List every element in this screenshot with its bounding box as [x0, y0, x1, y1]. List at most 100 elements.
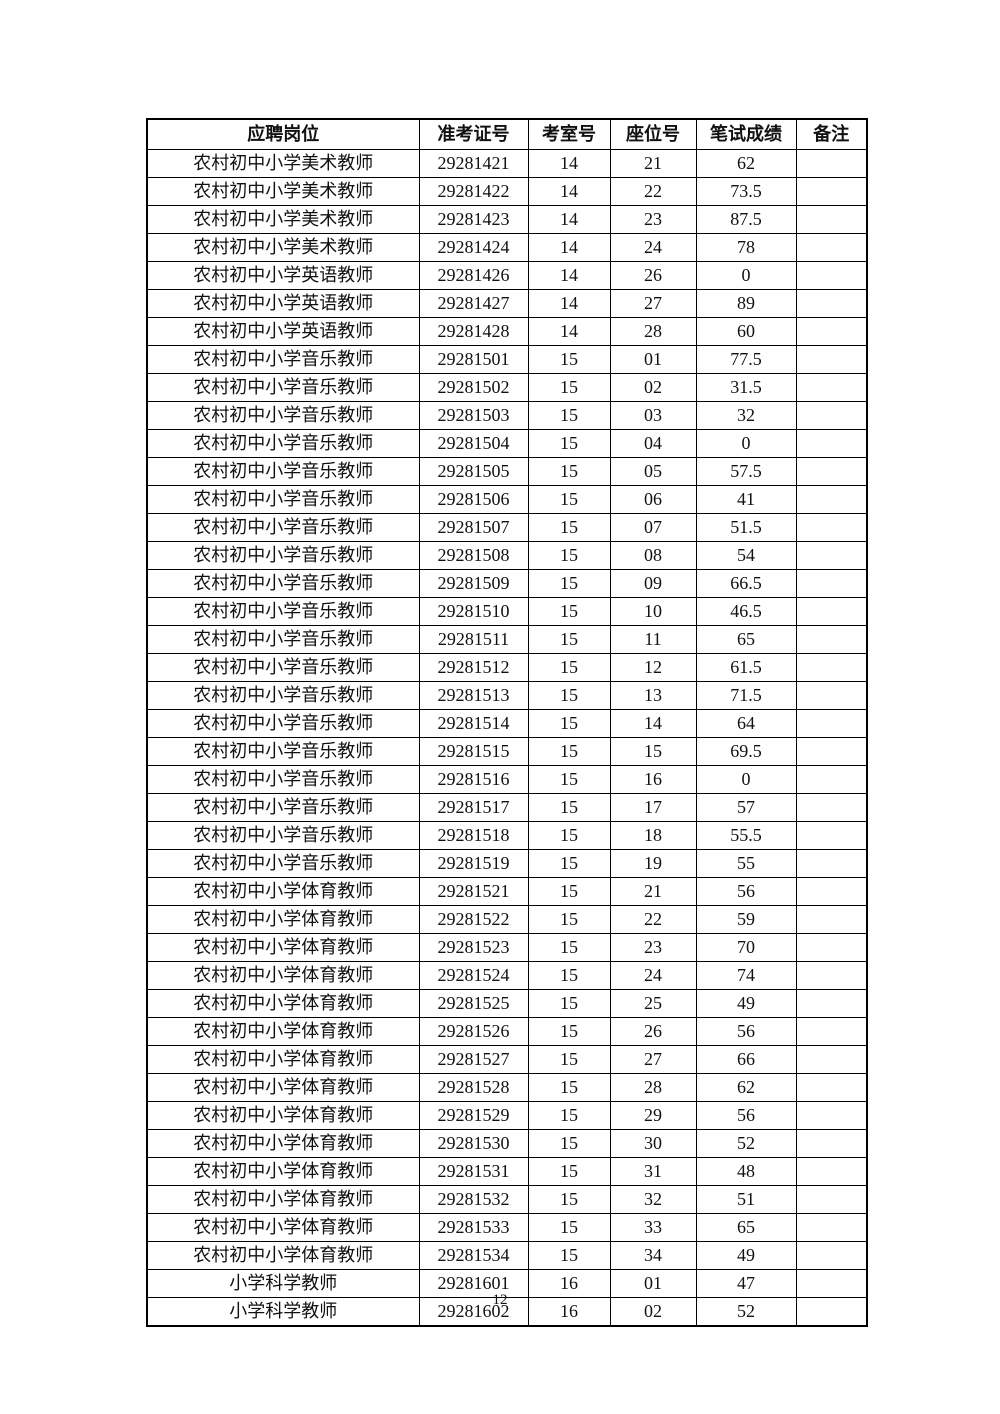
cell-room-number: 14 [527, 177, 611, 206]
cell-ticket-number: 29281507 [418, 513, 529, 542]
cell-position: 农村初中小学音乐教师 [146, 681, 420, 710]
cell-written-score: 48 [695, 1157, 797, 1186]
cell-ticket-number: 29281513 [418, 681, 529, 710]
table-row: 农村初中小学音乐教师 29281517 15 17 57 [146, 793, 868, 822]
cell-remarks [795, 569, 868, 598]
cell-room-number: 15 [527, 485, 611, 514]
cell-written-score: 66 [695, 1045, 797, 1074]
cell-ticket-number: 29281533 [418, 1213, 529, 1242]
cell-written-score: 0 [695, 429, 797, 458]
cell-ticket-number: 29281509 [418, 569, 529, 598]
table-row: 农村初中小学美术教师 29281421 14 21 62 [146, 149, 868, 178]
cell-position: 农村初中小学体育教师 [146, 1017, 420, 1046]
cell-written-score: 60 [695, 317, 797, 346]
cell-written-score: 64 [695, 709, 797, 738]
table-row: 农村初中小学体育教师 29281524 15 24 74 [146, 961, 868, 990]
cell-position: 农村初中小学体育教师 [146, 1045, 420, 1074]
cell-written-score: 55 [695, 849, 797, 878]
cell-position: 农村初中小学体育教师 [146, 1241, 420, 1270]
table-row: 农村初中小学音乐教师 29281512 15 12 61.5 [146, 653, 868, 682]
cell-remarks [795, 1297, 868, 1327]
cell-ticket-number: 29281516 [418, 765, 529, 794]
cell-written-score: 51 [695, 1185, 797, 1214]
cell-room-number: 14 [527, 317, 611, 346]
cell-seat-number: 24 [609, 233, 697, 262]
cell-remarks [795, 345, 868, 374]
cell-ticket-number: 29281517 [418, 793, 529, 822]
cell-remarks [795, 429, 868, 458]
table-row: 农村初中小学英语教师 29281426 14 26 0 [146, 261, 868, 290]
table-row: 农村初中小学体育教师 29281522 15 22 59 [146, 905, 868, 934]
cell-remarks [795, 793, 868, 822]
cell-ticket-number: 29281423 [418, 205, 529, 234]
cell-remarks [795, 737, 868, 766]
cell-ticket-number: 29281514 [418, 709, 529, 738]
cell-written-score: 41 [695, 485, 797, 514]
cell-room-number: 15 [527, 401, 611, 430]
cell-room-number: 14 [527, 149, 611, 178]
table-row: 农村初中小学体育教师 29281531 15 31 48 [146, 1157, 868, 1186]
cell-ticket-number: 29281428 [418, 317, 529, 346]
cell-ticket-number: 29281530 [418, 1129, 529, 1158]
cell-written-score: 69.5 [695, 737, 797, 766]
cell-written-score: 59 [695, 905, 797, 934]
cell-remarks [795, 877, 868, 906]
table-row: 农村初中小学体育教师 29281527 15 27 66 [146, 1045, 868, 1074]
cell-position: 农村初中小学音乐教师 [146, 737, 420, 766]
cell-position: 农村初中小学美术教师 [146, 233, 420, 262]
col-header-seat-number: 座位号 [609, 118, 697, 150]
cell-written-score: 74 [695, 961, 797, 990]
cell-remarks [795, 1045, 868, 1074]
table-row: 农村初中小学美术教师 29281422 14 22 73.5 [146, 177, 868, 206]
cell-position: 农村初中小学音乐教师 [146, 485, 420, 514]
cell-ticket-number: 29281422 [418, 177, 529, 206]
cell-position: 农村初中小学音乐教师 [146, 653, 420, 682]
cell-written-score: 57.5 [695, 457, 797, 486]
cell-seat-number: 12 [609, 653, 697, 682]
page-number: 12 [492, 1292, 508, 1308]
table-row: 农村初中小学音乐教师 29281502 15 02 31.5 [146, 373, 868, 402]
table-row: 农村初中小学体育教师 29281532 15 32 51 [146, 1185, 868, 1214]
cell-room-number: 15 [527, 625, 611, 654]
cell-written-score: 66.5 [695, 569, 797, 598]
cell-written-score: 52 [695, 1297, 797, 1327]
table-row: 农村初中小学音乐教师 29281514 15 14 64 [146, 709, 868, 738]
cell-ticket-number: 29281510 [418, 597, 529, 626]
table-row: 农村初中小学美术教师 29281424 14 24 78 [146, 233, 868, 262]
table-row: 农村初中小学体育教师 29281534 15 34 49 [146, 1241, 868, 1270]
table-row: 农村初中小学体育教师 29281523 15 23 70 [146, 933, 868, 962]
cell-room-number: 15 [527, 373, 611, 402]
cell-position: 农村初中小学体育教师 [146, 905, 420, 934]
cell-remarks [795, 989, 868, 1018]
cell-remarks [795, 513, 868, 542]
cell-written-score: 0 [695, 765, 797, 794]
cell-seat-number: 02 [609, 1297, 697, 1327]
cell-room-number: 14 [527, 205, 611, 234]
cell-position: 农村初中小学音乐教师 [146, 821, 420, 850]
cell-seat-number: 27 [609, 289, 697, 318]
cell-room-number: 15 [527, 681, 611, 710]
cell-seat-number: 13 [609, 681, 697, 710]
cell-remarks [795, 681, 868, 710]
table-row: 农村初中小学音乐教师 29281508 15 08 54 [146, 541, 868, 570]
cell-room-number: 15 [527, 905, 611, 934]
cell-seat-number: 21 [609, 877, 697, 906]
cell-remarks [795, 289, 868, 318]
table-row: 农村初中小学体育教师 29281528 15 28 62 [146, 1073, 868, 1102]
cell-written-score: 87.5 [695, 205, 797, 234]
cell-room-number: 15 [527, 541, 611, 570]
cell-seat-number: 26 [609, 261, 697, 290]
cell-ticket-number: 29281512 [418, 653, 529, 682]
cell-room-number: 15 [527, 933, 611, 962]
table-row: 农村初中小学音乐教师 29281501 15 01 77.5 [146, 345, 868, 374]
cell-ticket-number: 29281529 [418, 1101, 529, 1130]
cell-remarks [795, 653, 868, 682]
cell-written-score: 56 [695, 877, 797, 906]
cell-room-number: 15 [527, 457, 611, 486]
table-row: 农村初中小学体育教师 29281521 15 21 56 [146, 877, 868, 906]
cell-room-number: 15 [527, 345, 611, 374]
col-header-written-score: 笔试成绩 [695, 118, 797, 150]
cell-seat-number: 21 [609, 149, 697, 178]
cell-seat-number: 28 [609, 317, 697, 346]
cell-remarks [795, 373, 868, 402]
